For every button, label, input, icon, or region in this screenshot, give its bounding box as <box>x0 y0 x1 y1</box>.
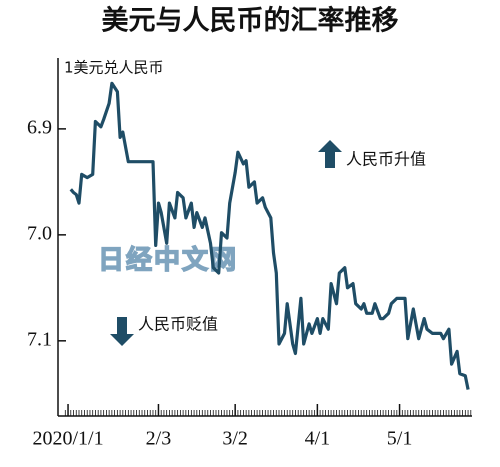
y-axis-label: 1美元兑人民币 <box>64 59 164 77</box>
y-tick-label: 7.1 <box>27 328 52 350</box>
x-tick-label: 2/3 <box>146 428 172 450</box>
x-tick-label: 2020/1/1 <box>32 428 103 450</box>
y-tick-label: 6.9 <box>27 116 52 138</box>
x-tick-label: 5/1 <box>387 428 413 450</box>
annotation: 人民币升值 <box>346 150 426 169</box>
chart-title: 美元与人民币的汇率推移 <box>102 5 399 37</box>
x-tick-label: 3/2 <box>222 428 248 450</box>
down-arrow <box>110 317 134 346</box>
annotation: 人民币贬值 <box>138 315 218 334</box>
y-tick-label: 7.0 <box>27 222 52 244</box>
line <box>69 81 470 390</box>
x-tick-label: 4/1 <box>305 428 331 450</box>
up-arrow <box>318 140 342 168</box>
